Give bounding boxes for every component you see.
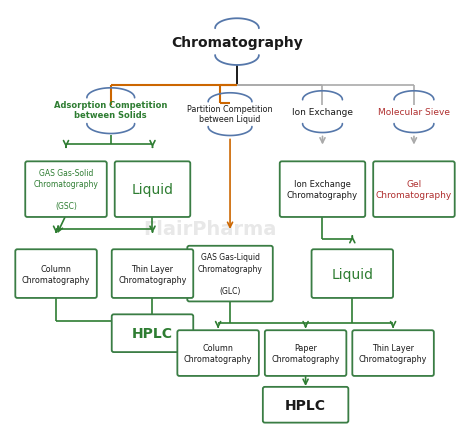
- Text: GAS Gas-Liquid
Chromatography

(GLC): GAS Gas-Liquid Chromatography (GLC): [198, 253, 263, 295]
- FancyBboxPatch shape: [352, 331, 434, 376]
- Text: Thin Layer
Chromatography: Thin Layer Chromatography: [359, 343, 427, 363]
- FancyBboxPatch shape: [187, 246, 273, 302]
- FancyBboxPatch shape: [265, 331, 346, 376]
- Text: Partition Competition
between Liquid: Partition Competition between Liquid: [187, 105, 273, 124]
- FancyBboxPatch shape: [263, 387, 348, 423]
- Text: Chromatography: Chromatography: [171, 36, 303, 50]
- Text: FlairPharma: FlairPharma: [144, 220, 277, 239]
- FancyBboxPatch shape: [15, 250, 97, 298]
- Text: Column
Chromatography: Column Chromatography: [22, 264, 90, 284]
- Text: HPLC: HPLC: [285, 398, 326, 412]
- FancyBboxPatch shape: [373, 162, 455, 217]
- FancyBboxPatch shape: [115, 162, 190, 217]
- FancyBboxPatch shape: [311, 250, 393, 298]
- Text: Column
Chromatography: Column Chromatography: [184, 343, 252, 363]
- Text: Molecular Sieve: Molecular Sieve: [378, 108, 450, 117]
- FancyBboxPatch shape: [112, 250, 193, 298]
- Text: Gel
Chromatography: Gel Chromatography: [376, 180, 452, 200]
- Text: Liquid: Liquid: [331, 267, 374, 281]
- FancyBboxPatch shape: [112, 314, 193, 352]
- Text: Paper
Chromatography: Paper Chromatography: [272, 343, 340, 363]
- Text: GAS Gas-Solid
Chromatography

(GSC): GAS Gas-Solid Chromatography (GSC): [34, 169, 99, 211]
- FancyBboxPatch shape: [25, 162, 107, 217]
- FancyBboxPatch shape: [177, 331, 259, 376]
- FancyBboxPatch shape: [280, 162, 365, 217]
- Text: HPLC: HPLC: [132, 326, 173, 340]
- Text: Ion Exchange
Chromatography: Ion Exchange Chromatography: [287, 180, 358, 200]
- Text: Adsorption Competition
between Solids: Adsorption Competition between Solids: [54, 101, 167, 120]
- Text: Ion Exchange: Ion Exchange: [292, 108, 353, 117]
- Text: Liquid: Liquid: [131, 183, 173, 197]
- Text: Thin Layer
Chromatography: Thin Layer Chromatography: [118, 264, 187, 284]
